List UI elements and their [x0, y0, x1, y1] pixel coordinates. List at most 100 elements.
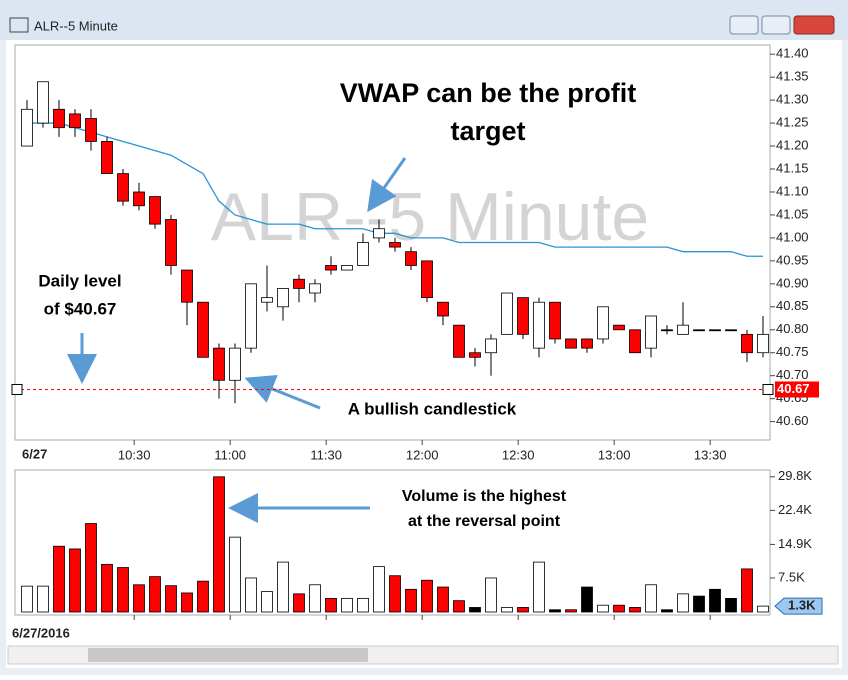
volume-bar	[421, 579, 433, 613]
minimize-button[interactable]	[729, 15, 759, 35]
volume-bar	[661, 609, 673, 613]
y-tick-label: 40.95	[776, 252, 809, 267]
volume-bar	[69, 548, 81, 613]
candle-body	[245, 283, 257, 349]
candle-body	[309, 283, 321, 294]
maximize-button[interactable]	[761, 15, 791, 35]
y-tick-label: 41.20	[776, 137, 809, 152]
volume-bar	[309, 584, 321, 613]
volume-bar	[645, 584, 657, 613]
volume-bar	[149, 576, 161, 613]
y-tick-label: 41.05	[776, 206, 809, 221]
volume-bar	[725, 597, 737, 613]
candle-body	[341, 265, 353, 271]
y-tick-label: 40.60	[776, 413, 809, 428]
candle-body	[69, 113, 81, 129]
volume-bar	[85, 523, 97, 613]
volume-bar	[437, 586, 449, 613]
volume-bar	[565, 609, 577, 613]
candle-body	[565, 338, 577, 349]
volume-bar	[677, 593, 689, 613]
volume-bar	[581, 586, 593, 613]
candle-body	[165, 219, 177, 266]
candle-body	[149, 196, 161, 225]
candle-body	[549, 301, 561, 340]
candle-body	[581, 338, 593, 349]
volume-bar	[597, 604, 609, 613]
y-tick-label: 14.9K	[778, 536, 812, 551]
volume-bar	[181, 592, 193, 613]
arrow	[367, 157, 407, 213]
volume-bar	[485, 577, 497, 613]
candle-body	[533, 301, 545, 349]
date-tab[interactable]: 6/27	[22, 446, 47, 461]
candle-body	[197, 301, 209, 358]
close-button[interactable]	[793, 15, 835, 35]
x-tick-label: 13:30	[694, 447, 727, 462]
candle-body	[53, 108, 65, 129]
volume-bar	[293, 593, 305, 613]
volume-bar	[517, 607, 529, 613]
candle-body	[629, 329, 641, 354]
volume-bar	[197, 580, 209, 613]
volume-bar	[613, 604, 625, 613]
annotation: at the reversal point	[408, 513, 561, 530]
candle-body	[517, 297, 529, 335]
candle-body	[741, 333, 753, 354]
candle-body	[293, 278, 305, 289]
candle-body	[405, 251, 417, 266]
y-tick-label: 40.85	[776, 298, 809, 313]
candle-body	[437, 301, 449, 317]
candle-body	[229, 347, 241, 381]
y-tick-label: 41.25	[776, 115, 809, 130]
y-tick-label: 40.75	[776, 344, 809, 359]
y-tick-label: 41.40	[776, 46, 809, 61]
candle-body	[373, 228, 385, 239]
candle-body	[21, 108, 33, 147]
candle-body	[389, 242, 401, 248]
candle-body	[677, 324, 689, 335]
candle-body	[37, 81, 49, 124]
candle-body	[469, 352, 481, 358]
y-tick-label: 7.5K	[778, 569, 805, 584]
candle-body	[357, 242, 369, 266]
volume-bar	[357, 597, 369, 613]
candle-body	[709, 329, 721, 332]
volume-bar	[117, 567, 129, 613]
x-tick-label: 11:00	[214, 447, 246, 462]
x-tick-label: 10:30	[118, 447, 151, 462]
annotation: Volume is the highest	[402, 488, 567, 505]
volume-tag	[774, 597, 823, 615]
candle-body	[613, 324, 625, 331]
candle-body	[181, 269, 193, 303]
volume-bar	[229, 536, 241, 613]
y-tick-label: 40.80	[776, 321, 809, 336]
watermark: ALR--5 Minute	[211, 179, 649, 255]
annotation: of $40.67	[44, 299, 117, 318]
vwap-line	[27, 122, 763, 257]
scroll-thumb[interactable]	[88, 648, 368, 662]
level-marker	[11, 383, 23, 395]
title-bar	[0, 0, 848, 40]
price-tag	[775, 381, 819, 398]
y-tick-label: 29.8K	[778, 468, 812, 483]
volume-bar	[693, 595, 705, 613]
candle-body	[261, 297, 273, 303]
volume-bar	[101, 563, 113, 613]
volume-bar	[629, 607, 641, 613]
level-marker	[762, 383, 774, 395]
candle-body	[277, 288, 289, 308]
footer-date: 6/27/2016	[12, 625, 70, 640]
volume-bar	[469, 607, 481, 613]
app-icon	[9, 17, 29, 33]
candle-body	[101, 141, 113, 175]
volume-bar	[373, 566, 385, 613]
annotation: VWAP can be the profit	[340, 78, 637, 108]
volume-pane	[14, 469, 771, 616]
volume-bar	[325, 597, 337, 613]
price-tag-label: 40.67	[777, 381, 810, 396]
candle-body	[85, 118, 97, 142]
volume-bar	[741, 568, 753, 613]
volume-bar	[533, 561, 545, 613]
x-tick-label: 12:30	[502, 447, 535, 462]
